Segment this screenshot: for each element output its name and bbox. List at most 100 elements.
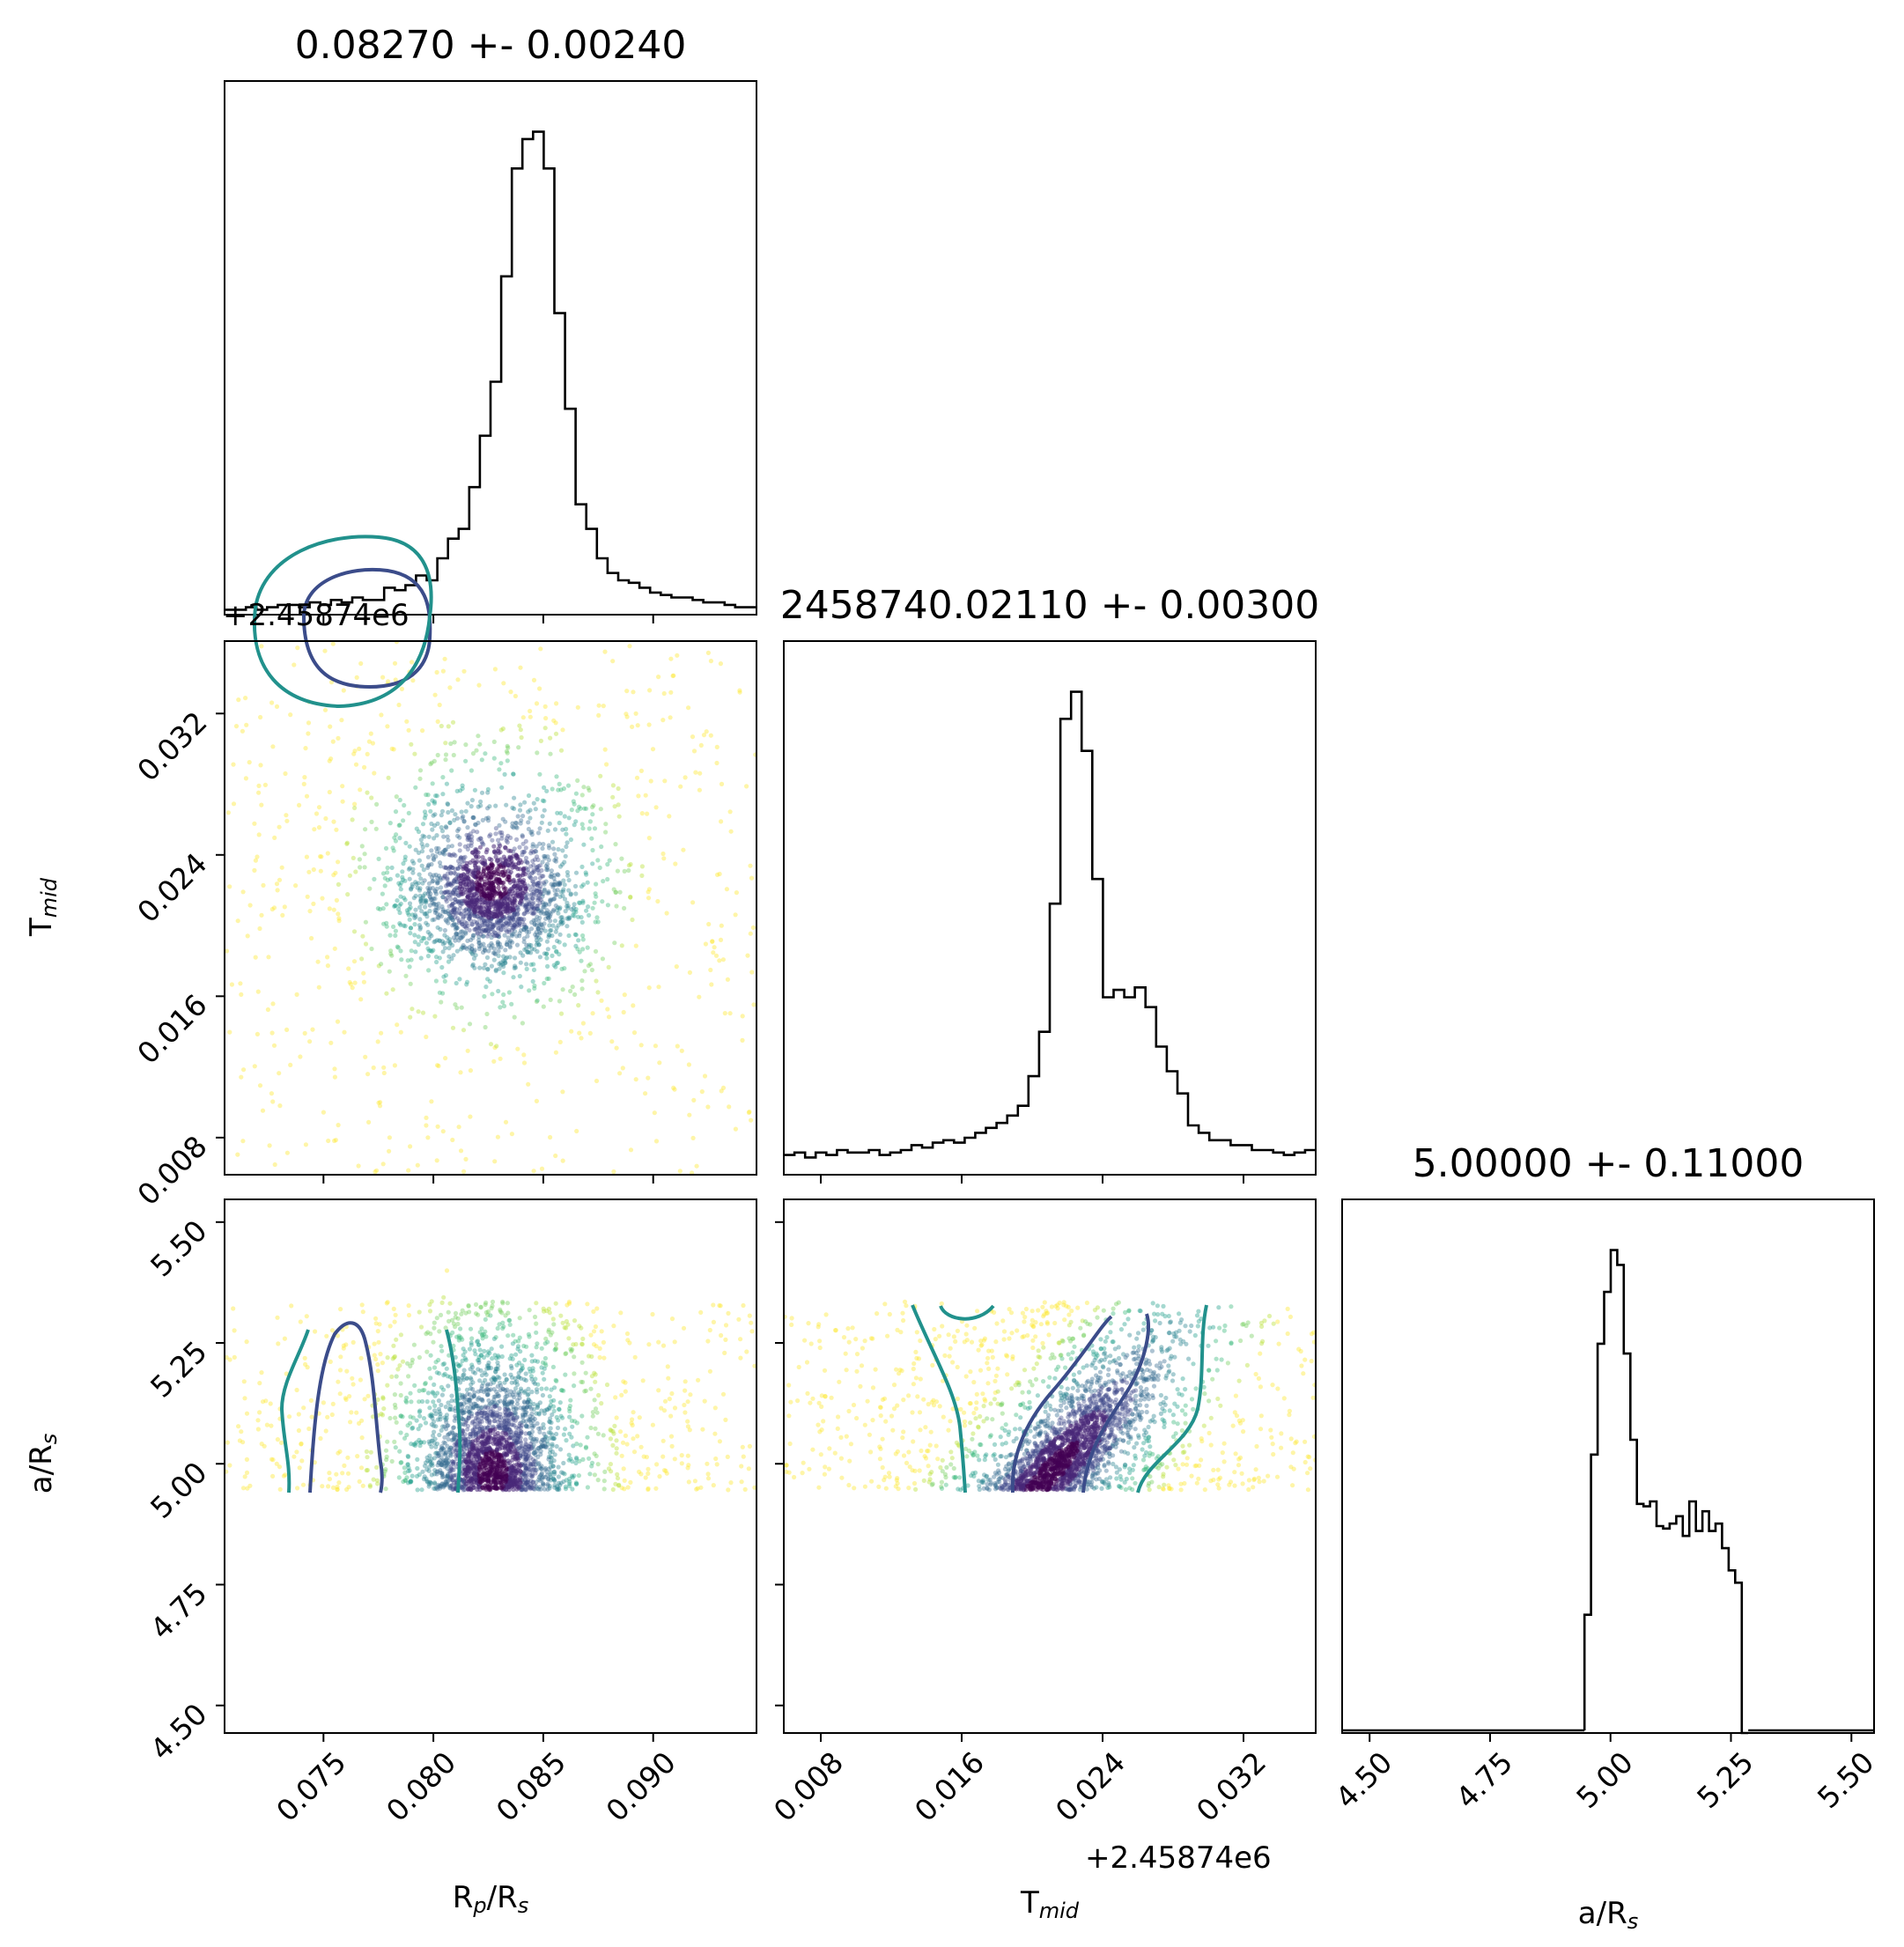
scatter-point [493, 933, 498, 939]
scatter-point [532, 1447, 537, 1452]
scatter-point [420, 1010, 426, 1015]
scatter-point [477, 1347, 483, 1353]
scatter-point [417, 1388, 422, 1393]
scatter-point [506, 1399, 513, 1405]
scatter-point [520, 841, 526, 846]
scatter-point [510, 805, 515, 811]
scatter-point [407, 906, 412, 911]
scatter-point [478, 1424, 484, 1429]
scatter-point [371, 1065, 376, 1071]
scatter-point [268, 1401, 273, 1406]
scatter-point [532, 1464, 537, 1470]
scatter-point [488, 1365, 494, 1371]
scatter-point [531, 1467, 536, 1472]
scatter-point [519, 1431, 524, 1436]
scatter-point [332, 1074, 337, 1080]
scatter-point [489, 857, 494, 862]
scatter-point [423, 904, 428, 910]
scatter-point [607, 858, 612, 863]
scatter-point [463, 808, 469, 814]
scatter-point [569, 907, 574, 912]
scatter-point [504, 1411, 509, 1416]
scatter-point [508, 1401, 513, 1406]
scatter-point [476, 926, 482, 931]
scatter-point [697, 787, 703, 793]
scatter-point [544, 951, 550, 956]
scatter-point [538, 889, 544, 895]
scatter-point [410, 912, 415, 918]
scatter-point [516, 1375, 522, 1380]
scatter-point [483, 1316, 488, 1322]
scatter-point [484, 1363, 491, 1368]
scatter-point [425, 922, 431, 927]
scatter-point [394, 794, 399, 800]
scatter-point [531, 1423, 537, 1428]
scatter-point [525, 910, 530, 915]
scatter-point [532, 1314, 538, 1320]
scatter-point [452, 907, 457, 912]
scatter-point [536, 893, 542, 898]
scatter-point [245, 933, 250, 939]
scatter-point [485, 1410, 491, 1415]
scatter-point [504, 1390, 510, 1396]
scatter-point [288, 712, 293, 718]
scatter-point [529, 891, 535, 896]
scatter-point [570, 1475, 575, 1480]
scatter-point [550, 1476, 556, 1481]
scatter-point [417, 858, 422, 863]
scatter-point [529, 871, 535, 876]
scatter-point [482, 922, 487, 927]
scatter-point [529, 1485, 535, 1490]
scatter-point [535, 882, 540, 888]
scatter-point [546, 1327, 551, 1332]
scatter-point [452, 817, 457, 823]
scatter-point [646, 1342, 652, 1347]
scatter-point [555, 1487, 560, 1493]
scatter-point [482, 1425, 487, 1430]
scatter-point [243, 776, 248, 781]
scatter-point [448, 1445, 454, 1450]
scatter-point [531, 891, 537, 896]
scatter-point [535, 1454, 541, 1460]
scatter-point [497, 1425, 502, 1430]
scatter-point [454, 926, 460, 931]
scatter-point [432, 889, 438, 894]
scatter-point [521, 1399, 527, 1405]
scatter-point [307, 909, 313, 914]
scatter-point [456, 1375, 461, 1381]
scatter-point [532, 1450, 538, 1456]
scatter-point [483, 929, 488, 934]
scatter-point [427, 886, 432, 891]
scatter-point [393, 1312, 398, 1317]
scatter-point [583, 1445, 589, 1450]
scatter-point [512, 1395, 517, 1400]
scatter-point [454, 890, 459, 896]
scatter-point [476, 1397, 481, 1402]
scatter-point [580, 1379, 586, 1385]
scatter-point [227, 884, 232, 889]
scatter-point [469, 843, 474, 849]
scatter-point [531, 1450, 536, 1456]
scatter-point [528, 1433, 534, 1438]
scatter-point [456, 1333, 461, 1339]
scatter-point [552, 896, 557, 902]
scatter-point [552, 1385, 557, 1390]
scatter-point [439, 1447, 444, 1452]
scatter-point [562, 1325, 567, 1331]
scatter-point [432, 901, 437, 906]
scatter-point [491, 1380, 497, 1385]
scatter-point [556, 1480, 562, 1486]
scatter-point [284, 1371, 289, 1376]
scatter-point [580, 1336, 586, 1341]
scatter-point [468, 831, 473, 837]
scatter-point [547, 1405, 552, 1410]
scatter-point [328, 1359, 333, 1364]
scatter-point [504, 920, 509, 926]
scatter-point [336, 1379, 341, 1384]
scatter-point [593, 919, 598, 925]
scatter-point [416, 829, 422, 835]
scatter-point [461, 908, 467, 913]
scatter-point [683, 1410, 688, 1415]
scatter-point [474, 1404, 479, 1409]
scatter-point [469, 950, 475, 955]
